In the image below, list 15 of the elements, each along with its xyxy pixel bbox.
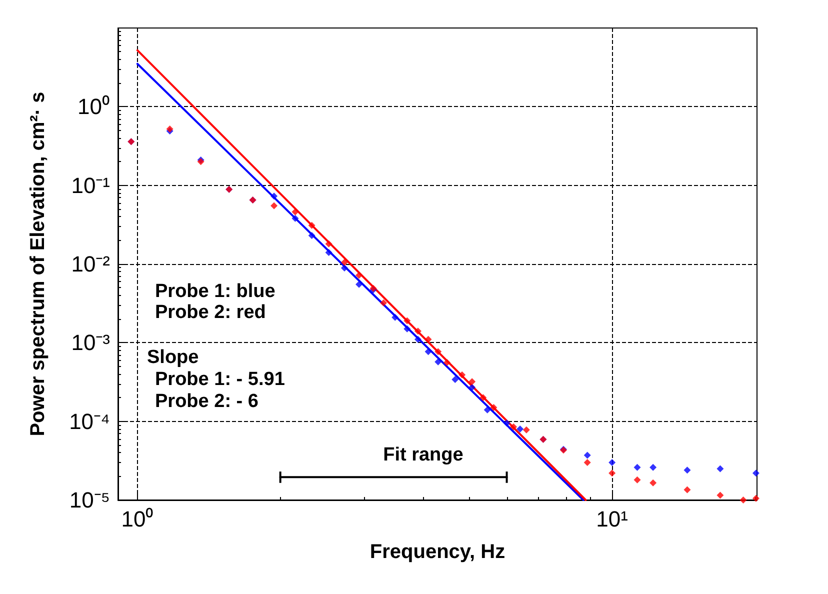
annotation: Probe 1: - 5.91 xyxy=(155,369,286,390)
y-tick-label: 10⁻¹ xyxy=(71,172,110,198)
y-tick-label: 10⁰ xyxy=(78,94,110,120)
annotation: Probe 1: blue xyxy=(155,281,276,302)
annotation: Fit range xyxy=(383,444,464,466)
annotation: Probe 2: - 6 xyxy=(155,391,258,412)
y-tick-label: 10⁻³ xyxy=(71,330,110,356)
annotation: Probe 2: red xyxy=(155,302,266,323)
y-tick-label: 10⁻⁵ xyxy=(69,488,110,512)
y-tick-label: 10⁻⁴ xyxy=(69,408,110,434)
y-tick-label: 10⁻² xyxy=(71,252,110,276)
annotation: Slope xyxy=(147,347,199,368)
x-axis-title: Frequency, Hz xyxy=(370,541,506,563)
x-tick-label: 10¹ xyxy=(596,506,628,532)
y-axis-title: Power spectrum of Elevation, cm²· s xyxy=(27,92,49,436)
